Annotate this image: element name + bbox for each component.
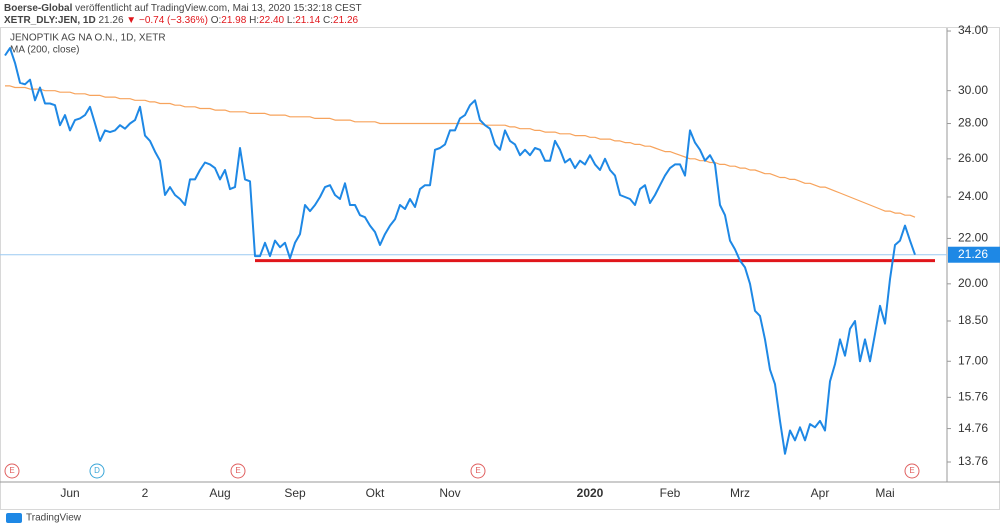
event-marker (470, 463, 486, 479)
open: 21.98 (221, 15, 246, 26)
x-tick-label: 2 (142, 486, 149, 500)
event-label: D (94, 466, 100, 475)
last-price-label: 21.26 (958, 247, 988, 261)
header-line-2: XETR_DLY:JEN, 1D 21.26 ▼ −0.74 (−3.36%) … (4, 15, 359, 26)
last: 21.26 (98, 15, 123, 26)
y-tick-label: 17.00 (958, 353, 988, 367)
x-tick-label: Sep (284, 486, 306, 500)
event-label: E (909, 466, 914, 475)
legend-ma: MA (200, close) (10, 45, 79, 56)
x-tick-label: 2020 (577, 486, 604, 500)
publisher: Boerse-Global (4, 3, 73, 14)
last-price-badge (948, 246, 1000, 263)
x-tick-label: Nov (439, 486, 460, 500)
legend-series: JENOPTIK AG NA O.N., 1D, XETR (10, 33, 166, 44)
brand: TradingView (26, 513, 82, 524)
header-line-1: Boerse-Global veröffentlicht auf Trading… (4, 3, 362, 14)
y-tick-label: 14.76 (958, 421, 988, 435)
y-tick-label: 13.76 (958, 454, 988, 468)
y-tick-label: 24.00 (958, 189, 988, 203)
y-tick-label: 15.76 (958, 390, 988, 404)
x-tick-label: Okt (366, 486, 385, 500)
low: 21.14 (295, 15, 320, 26)
ma-line (5, 85, 916, 218)
x-tick-label: Apr (811, 486, 830, 500)
symbol: XETR_DLY:JEN, 1D (4, 15, 96, 26)
close: 21.26 (333, 15, 358, 26)
brand-logo (6, 513, 22, 523)
event-marker (904, 463, 920, 479)
event-label: E (9, 466, 14, 475)
open-label: O: (211, 15, 222, 26)
x-tick-label: Feb (660, 486, 681, 500)
event-marker (4, 463, 20, 479)
y-tick-label: 34.00 (958, 23, 988, 37)
high-label: H: (249, 15, 259, 26)
x-tick-label: Jun (60, 486, 79, 500)
x-tick-label: Mai (875, 486, 894, 500)
x-tick-label: Mrz (730, 486, 750, 500)
low-label: L: (287, 15, 295, 26)
price-line (4, 47, 916, 455)
event-marker (89, 463, 105, 479)
y-tick-label: 22.00 (958, 231, 988, 245)
x-tick-label: Aug (209, 486, 230, 500)
y-tick-label: 20.00 (958, 276, 988, 290)
y-tick-label: 28.00 (958, 116, 988, 130)
published: veröffentlicht auf TradingView.com, Mai … (75, 3, 361, 14)
event-label: E (475, 466, 480, 475)
close-label: C: (323, 15, 333, 26)
event-label: E (235, 466, 240, 475)
y-tick-label: 30.00 (958, 83, 988, 97)
event-marker (230, 463, 246, 479)
change: ▼ −0.74 (−3.36%) (126, 15, 208, 26)
high: 22.40 (259, 15, 284, 26)
y-tick-label: 18.50 (958, 313, 988, 327)
y-tick-label: 26.00 (958, 151, 988, 165)
